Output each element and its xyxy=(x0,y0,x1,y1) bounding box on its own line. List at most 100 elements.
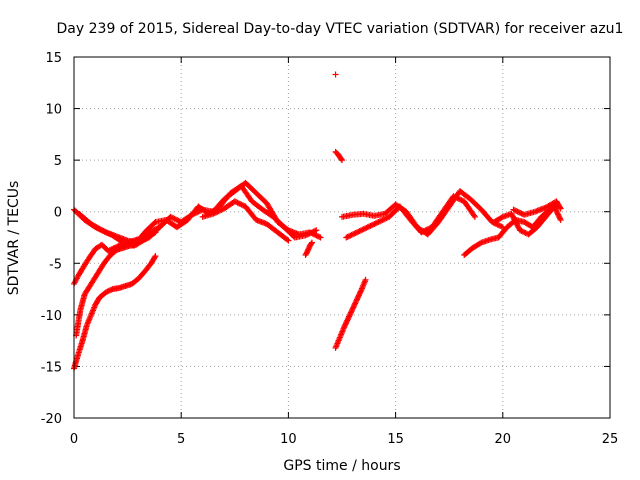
y-tick-label: 10 xyxy=(45,103,62,118)
data-point xyxy=(354,229,361,236)
data-point xyxy=(557,205,564,212)
data-point xyxy=(356,291,363,298)
data-point xyxy=(231,198,238,205)
data-point xyxy=(346,313,353,320)
data-point xyxy=(376,218,383,225)
data-point xyxy=(313,227,320,234)
data-point xyxy=(477,240,484,247)
data-point xyxy=(348,308,355,315)
data-point xyxy=(214,208,221,215)
data-point xyxy=(306,230,313,237)
data-point xyxy=(455,195,462,202)
data-point xyxy=(554,210,561,217)
data-point xyxy=(343,234,350,241)
y-tick-label: 0 xyxy=(54,206,62,221)
data-point xyxy=(317,234,324,241)
data-point xyxy=(382,215,389,222)
data-point xyxy=(237,200,244,207)
data-point xyxy=(285,237,292,244)
x-tick-label: 15 xyxy=(387,432,404,447)
data-point xyxy=(345,233,352,240)
data-point xyxy=(171,215,178,222)
data-point xyxy=(458,197,465,204)
data-point xyxy=(552,206,559,213)
data-point xyxy=(513,207,520,214)
x-tick-label: 10 xyxy=(280,432,297,447)
data-point xyxy=(498,214,505,221)
data-point xyxy=(101,228,108,235)
data-point xyxy=(351,301,358,308)
data-point xyxy=(355,293,362,300)
data-point xyxy=(378,217,385,224)
data-points xyxy=(71,71,564,372)
data-point xyxy=(383,215,390,222)
data-point xyxy=(307,229,314,236)
data-point xyxy=(426,225,433,232)
x-tick-label: 0 xyxy=(70,432,78,447)
data-point xyxy=(309,229,316,236)
data-point xyxy=(355,228,362,235)
data-point xyxy=(359,226,366,233)
data-point xyxy=(362,276,369,283)
data-point xyxy=(380,216,387,223)
y-axis-label: SDTVAR / TECUs xyxy=(6,181,22,296)
data-point xyxy=(344,233,351,240)
data-point xyxy=(238,201,245,208)
data-point xyxy=(332,71,339,78)
data-point xyxy=(215,208,222,215)
data-point xyxy=(357,288,364,295)
data-point xyxy=(423,226,430,233)
data-point xyxy=(495,222,502,229)
data-point xyxy=(453,194,460,201)
data-point xyxy=(172,216,179,223)
data-point xyxy=(308,240,315,247)
data-point xyxy=(314,233,321,240)
data-point xyxy=(152,253,159,260)
data-point xyxy=(284,236,291,243)
data-point xyxy=(106,231,113,238)
data-point xyxy=(233,199,240,206)
data-point xyxy=(471,212,478,219)
data-point xyxy=(498,223,505,230)
data-point xyxy=(303,249,310,256)
data-point xyxy=(234,199,241,206)
data-point xyxy=(344,317,351,324)
data-point xyxy=(422,227,429,234)
data-point xyxy=(353,297,360,304)
data-point xyxy=(346,312,353,319)
data-point xyxy=(351,230,358,237)
data-point xyxy=(556,214,563,221)
data-point xyxy=(352,299,359,306)
data-point xyxy=(167,213,174,220)
data-point xyxy=(152,229,159,236)
data-point xyxy=(457,196,464,203)
data-point xyxy=(352,229,359,236)
data-point xyxy=(310,228,317,235)
data-point xyxy=(350,303,357,310)
y-tick-label: 15 xyxy=(45,51,62,66)
data-point xyxy=(358,227,365,234)
grid-lines xyxy=(74,57,610,418)
data-point xyxy=(450,193,457,200)
data-point xyxy=(305,231,312,238)
data-point xyxy=(168,214,175,221)
data-point xyxy=(174,217,181,224)
data-point xyxy=(370,221,377,228)
y-tick-label: -10 xyxy=(41,309,62,324)
data-point xyxy=(235,200,242,207)
data-point xyxy=(517,209,524,216)
data-point xyxy=(341,324,348,331)
y-tick-label: -15 xyxy=(41,360,62,375)
data-point xyxy=(342,320,349,327)
data-point xyxy=(510,206,517,213)
chart-title: Day 239 of 2015, Sidereal Day-to-day VTE… xyxy=(57,21,624,37)
data-point xyxy=(555,212,562,219)
data-point xyxy=(366,223,373,230)
data-point xyxy=(217,207,224,214)
y-tick-label: -5 xyxy=(49,257,62,272)
data-point xyxy=(354,295,361,302)
data-point xyxy=(354,296,361,303)
data-point xyxy=(342,321,349,328)
data-point xyxy=(311,227,318,234)
